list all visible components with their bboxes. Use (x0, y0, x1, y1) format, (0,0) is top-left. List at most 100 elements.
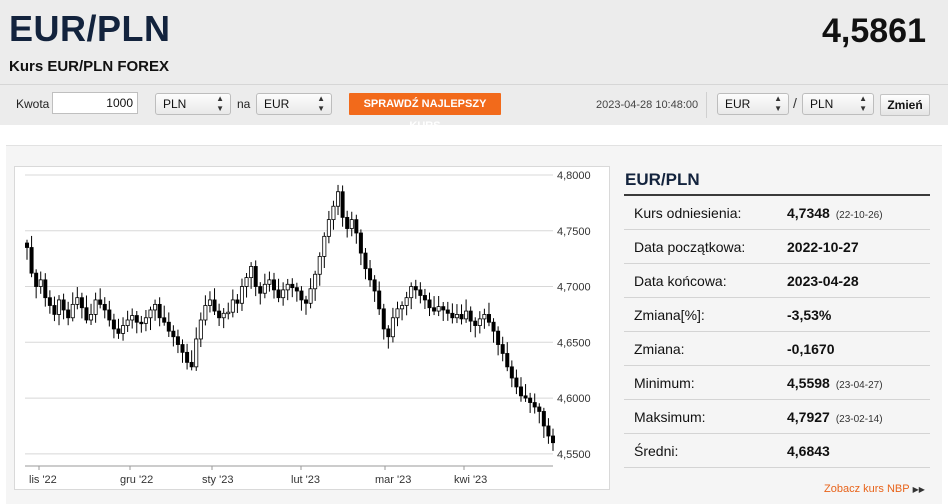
candle-body (134, 315, 139, 323)
candle-body (395, 308, 400, 319)
candle-body (125, 319, 130, 326)
candle-body (38, 279, 43, 287)
candle-body (143, 317, 148, 324)
nbp-rate-link[interactable]: Zobacz kurs NBP ▶▶ (824, 483, 925, 495)
candle-body (468, 310, 473, 322)
y-tick-label: 4,8000 (557, 170, 591, 182)
candle-body (486, 314, 491, 323)
candle-body (482, 314, 487, 320)
candle-body (518, 386, 523, 397)
stat-value-text: 4,7927 (787, 409, 830, 425)
x-tick-label: kwi '23 (454, 474, 487, 486)
candle-body (253, 266, 258, 287)
candle-body (171, 330, 176, 338)
to-label: na (237, 97, 251, 111)
candle-body (368, 268, 373, 281)
candle-body (153, 303, 158, 311)
candle-body (162, 317, 167, 323)
candle-body (459, 314, 464, 320)
candle-body (477, 318, 482, 326)
base-currency-value: EUR (725, 97, 751, 111)
candle-body (454, 314, 459, 319)
candle-body (445, 309, 450, 314)
candle-body (24, 242, 29, 248)
select-arrows-icon: ▲ ▼ (216, 94, 224, 113)
candle-body (276, 289, 281, 299)
candle-body (89, 314, 94, 321)
candle-body (66, 309, 71, 319)
candle-body (111, 319, 116, 330)
stat-date: (23-02-14) (835, 414, 883, 425)
candle-body (473, 320, 478, 326)
candle-body (541, 411, 546, 427)
candle-body (239, 286, 244, 304)
candle-body (313, 273, 318, 290)
candle-body (441, 306, 446, 311)
candle-body (157, 303, 162, 319)
candle-body (532, 402, 537, 408)
nbp-link-label: Zobacz kurs NBP (824, 483, 910, 495)
candle-body (326, 219, 331, 237)
select-arrows-icon: ▲ ▼ (317, 94, 325, 113)
quote-currency-select[interactable]: PLN ▲ ▼ (802, 93, 874, 115)
candle-body (244, 277, 249, 287)
stats-title: EUR/PLN (624, 166, 930, 196)
change-pair-button[interactable]: Zmień (880, 94, 930, 116)
candle-body (505, 353, 510, 368)
candle-body (450, 312, 455, 319)
stat-row: Średni: 4,6843 (624, 434, 930, 468)
x-tick-label: sty '23 (202, 474, 233, 486)
to-currency-select[interactable]: EUR ▲ ▼ (256, 93, 332, 115)
candle-body (93, 299, 98, 315)
candle-body (386, 328, 391, 338)
candle-body (377, 290, 382, 310)
candle-body (226, 311, 231, 315)
candle-body (79, 297, 84, 309)
stat-row: Data początkowa: 2022-10-27 (624, 230, 930, 264)
candle-body (363, 252, 368, 270)
stat-label: Data początkowa: (634, 239, 746, 255)
candle-body (230, 299, 235, 313)
candle-body (308, 288, 313, 304)
stat-row: Zmiana: -0,1670 (624, 332, 930, 366)
candle-body (331, 205, 336, 221)
candle-body (381, 308, 386, 330)
candle-body (267, 279, 272, 285)
candle-body (34, 272, 39, 287)
candle-body (409, 286, 414, 299)
candle-body (464, 310, 469, 320)
candle-body (47, 297, 52, 306)
candle-body (217, 310, 222, 319)
base-currency-select[interactable]: EUR ▲ ▼ (717, 93, 789, 115)
timestamp: 2023-04-28 10:48:00 (596, 99, 699, 111)
candle-body (422, 295, 427, 301)
amount-input[interactable] (52, 92, 138, 114)
candle-body (551, 435, 556, 444)
stat-row: Data końcowa: 2023-04-28 (624, 264, 930, 298)
candle-body (304, 299, 309, 304)
candle-body (427, 299, 432, 309)
candle-body (148, 309, 153, 319)
stat-value: 4,7348 (22-10-26) (787, 205, 883, 221)
double-arrow-right-icon: ▶▶ (912, 485, 925, 494)
from-currency-select[interactable]: PLN ▲ ▼ (155, 93, 231, 115)
best-rate-button[interactable]: SPRAWDŹ NAJLEPSZY KURS (349, 93, 501, 132)
stat-row: Minimum: 4,5598 (23-04-27) (624, 366, 930, 400)
candle-body (61, 299, 66, 311)
candle-body (413, 286, 418, 291)
header-divider (0, 84, 948, 85)
stat-value-text: 4,6843 (787, 443, 830, 459)
candle-body (294, 287, 299, 292)
x-tick-label: lis '22 (29, 474, 57, 486)
stat-value: 4,7927 (23-02-14) (787, 409, 883, 425)
candle-body (116, 328, 121, 334)
candle-body (509, 366, 514, 379)
candle-body (212, 299, 217, 312)
candle-body (43, 279, 48, 299)
candle-body (70, 303, 75, 319)
candle-body (523, 395, 528, 399)
stat-value-text: 4,5598 (787, 375, 830, 391)
stat-date: (22-10-26) (835, 210, 883, 221)
candle-body (299, 290, 304, 301)
candle-body (262, 283, 267, 294)
